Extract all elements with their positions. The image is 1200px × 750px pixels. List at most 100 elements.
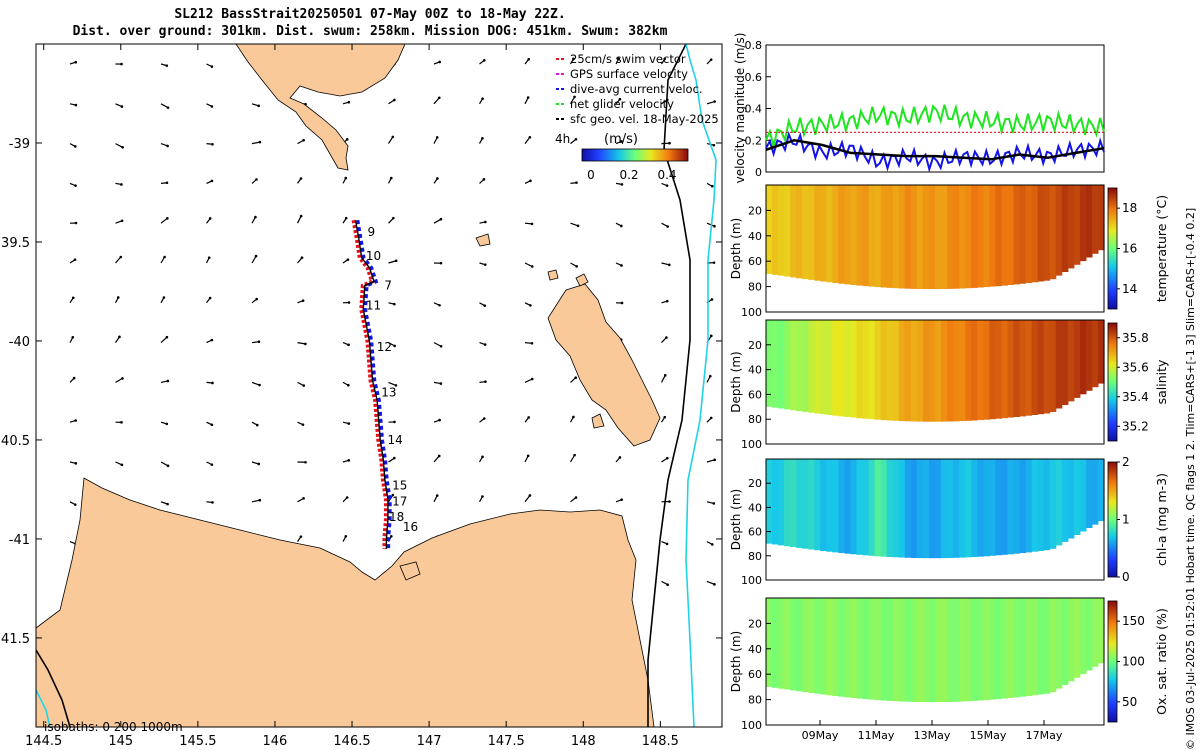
section-y-tick-label: 40 [748,643,762,656]
current-vector-head [210,179,214,183]
current-vector [251,381,260,386]
section-cell [790,598,797,691]
current-vector [115,256,122,264]
colorbar-tick-0: 0 [587,168,595,182]
section-cell [766,598,773,687]
current-vector-head [346,258,350,261]
section-cell [989,598,996,700]
current-vector-head [437,96,441,100]
map-y-tick-label: 40.5 [1,434,30,449]
map-y-ticks: -39 39.5 -40 40.5 -41 41.5 [1,137,722,647]
current-vector-head [709,334,713,338]
colorbar-tick-label: 150 [1122,614,1145,628]
section-cell [947,185,954,289]
legend-entry: 25cm/s swim vector [570,52,686,66]
section-cell [832,598,839,696]
section-cell [1061,598,1069,685]
current-vector-head [712,502,716,505]
current-vector-head [210,65,214,68]
section-cell [1073,320,1081,398]
current-vector-head [393,98,396,102]
salinity-section: 20 40 60 80 100 Depth (m) 35.2 35.4 35.6 35.8 sali… [729,319,1169,451]
section-cell [922,598,930,703]
current-vector-head [74,419,78,422]
current-vector-head [526,454,530,458]
current-vector-head [712,143,716,147]
section-cell [1091,459,1099,525]
section-cell [778,598,785,689]
legend-entry: GPS surface velocity [570,67,688,81]
section-cell [1055,320,1063,409]
section-cell [1043,459,1051,551]
section-cell [772,185,779,275]
section-axes [765,184,1105,313]
current-vector-head [665,542,669,546]
current-vector-head [344,534,348,538]
section-cell [1007,598,1014,698]
current-vector-head [208,296,212,300]
section-cell [1037,185,1045,282]
section-cell [983,459,990,557]
section-colorbar-label: salinity [1154,359,1169,404]
section-cell [947,320,954,422]
current-vector-head [73,145,77,148]
map-y-tick-label: -40 [9,335,30,350]
section-colorbar-label: Ox. sat. ratio (%) [1154,608,1169,715]
current-vector-head [665,299,669,303]
day-label-12: 12 [377,340,392,354]
section-cell [796,320,803,412]
section-colorbar-label: temperature (°C) [1154,195,1169,302]
section-cell [844,185,852,285]
section-y-tick-label: 20 [748,204,762,217]
current-vector-head [713,224,716,228]
section-cell [989,459,996,556]
colorbar-tick-label: 100 [1122,655,1145,669]
section-cell [820,598,827,695]
current-vector-head [302,384,306,387]
current-vector-head [529,304,532,307]
current-vector-head [481,455,484,459]
current-vector-head [120,105,124,108]
side-note: © IMOS 03-Jul-2025 01:52:01 Hobart time.… [1184,208,1197,750]
page-title: SL212 BassStrait20250501 07-May 00Z to 1… [0,6,740,40]
current-vector-head [347,422,351,425]
section-cell [856,459,864,555]
section-cell [838,185,845,284]
section-cell [856,320,864,419]
colorbar-tick-label: 35.6 [1122,360,1149,374]
section-cell [1031,320,1039,415]
current-vector-head [710,184,714,188]
section-cell [1019,459,1027,553]
section-axes [765,319,1105,445]
section-y-tick-label: 40 [748,501,762,514]
section-cell [784,320,791,410]
isobath-200m-west [36,649,71,727]
section-cell [808,320,815,413]
section-cell [922,459,930,559]
map-x-tick-label: 145.5 [179,734,216,749]
current-vector-head [73,503,77,506]
velocity-series-0 [765,103,1105,147]
current-vector-head [663,57,667,61]
current-vector [160,217,168,224]
current-vector-head [574,376,577,380]
section-cell [977,459,984,557]
current-vector [433,455,440,463]
section-cell [808,598,815,693]
current-vector [524,378,533,383]
section-ylabel: Depth (m) [729,631,743,692]
current-vector-head [162,296,166,299]
map-x-tick-label: 148 [571,734,596,749]
section-cell [826,598,833,696]
isobath-1000m-west [36,689,51,727]
current-vector-head [390,534,393,538]
section-cell [929,320,936,422]
current-vector-head [483,343,487,346]
current-vector-head [74,221,78,225]
section-cell [778,185,785,276]
section-colorbar [1107,322,1118,442]
current-vector-head [163,255,166,259]
section-cell [1001,320,1008,419]
small-islands [399,233,605,581]
current-vector-head [393,302,396,306]
